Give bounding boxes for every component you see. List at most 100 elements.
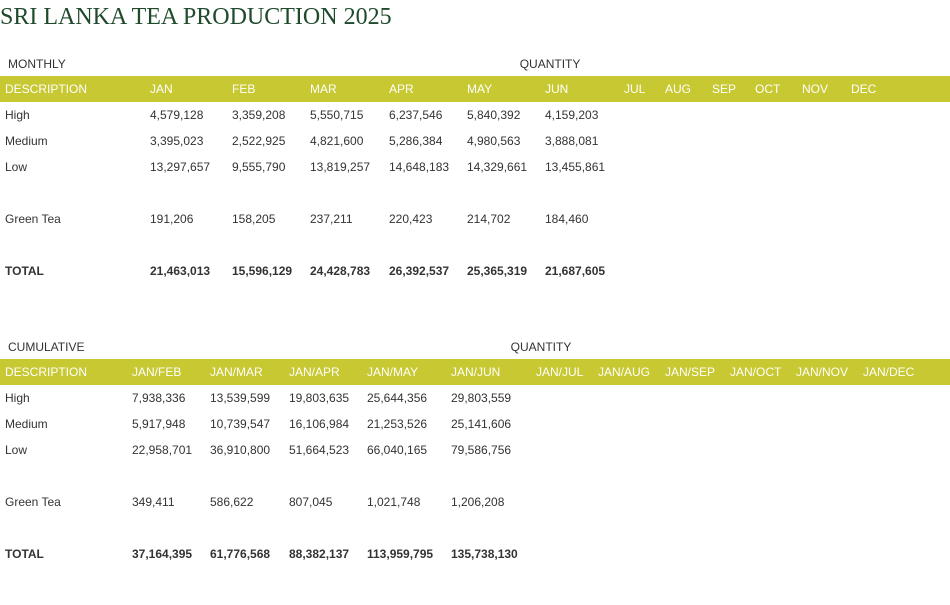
value-cell	[619, 206, 660, 232]
monthly-header-cell: MAY	[462, 76, 540, 102]
value-cell	[791, 437, 858, 463]
monthly-header-cell: JUN	[540, 76, 619, 102]
value-cell: 5,840,392	[467, 108, 521, 122]
cumulative-table: CUMULATIVE QUANTITY DESCRIPTION JAN/FEB …	[0, 335, 950, 567]
value-cell: 7,938,336	[132, 391, 186, 405]
value-cell: 19,803,635	[289, 391, 350, 405]
value-cell: 113,959,795	[367, 547, 434, 561]
value-cell: 349,411	[132, 495, 175, 509]
row-label: High	[5, 391, 30, 405]
value-cell	[593, 411, 660, 437]
value-cell	[660, 128, 707, 154]
value-cell	[531, 489, 593, 515]
value-cell	[707, 206, 750, 232]
value-cell	[797, 258, 846, 284]
empty-cells	[127, 463, 950, 489]
cumulative-row-medium: Medium 5,917,948 10,739,547 16,106,984 2…	[0, 411, 950, 437]
cumulative-row-total: TOTAL 37,164,395 61,776,568 88,382,137 1…	[0, 541, 950, 567]
cumulative-section: CUMULATIVE QUANTITY DESCRIPTION JAN/FEB …	[0, 335, 950, 567]
value-cell	[725, 541, 791, 567]
monthly-row-medium: Medium 3,395,023 2,522,925 4,821,600 5,2…	[0, 128, 950, 154]
value-cell: 214,702	[467, 212, 511, 226]
value-cell	[619, 128, 660, 154]
value-cell	[660, 258, 707, 284]
value-cell	[593, 385, 660, 411]
value-cell: 184,460	[545, 212, 589, 226]
row-label	[0, 515, 127, 541]
monthly-header-cell: FEB	[227, 76, 305, 102]
value-cell	[707, 128, 750, 154]
value-cell: 24,428,783	[310, 264, 371, 278]
value-cell	[846, 154, 950, 180]
value-cell	[791, 411, 858, 437]
value-cell	[531, 385, 593, 411]
monthly-spacer-row	[0, 180, 950, 206]
monthly-quantity-label: QUANTITY	[519, 57, 581, 71]
value-cell	[619, 154, 660, 180]
page-title: SRI LANKA TEA PRODUCTION 2025	[0, 4, 392, 30]
value-cell	[531, 411, 593, 437]
monthly-row-high: High 4,579,128 3,359,208 5,550,715 6,237…	[0, 102, 950, 128]
monthly-header-cell: MAR	[305, 76, 384, 102]
value-cell: 5,917,948	[132, 417, 186, 431]
value-cell	[593, 437, 660, 463]
value-cell	[750, 154, 797, 180]
empty-cells	[145, 232, 950, 258]
value-cell: 1,021,748	[367, 495, 421, 509]
value-cell: 26,392,537	[389, 264, 450, 278]
value-cell	[846, 206, 950, 232]
monthly-header-cell: OCT	[750, 76, 797, 102]
value-cell: 10,739,547	[210, 417, 271, 431]
value-cell: 13,455,861	[545, 160, 606, 174]
value-cell	[858, 385, 950, 411]
cumulative-header-cell: JAN/JUL	[531, 359, 593, 385]
value-cell	[797, 128, 846, 154]
value-cell	[725, 411, 791, 437]
value-cell: 51,664,523	[289, 443, 350, 457]
empty-cells	[127, 515, 950, 541]
cumulative-header-row: DESCRIPTION JAN/FEB JAN/MAR JAN/APR JAN/…	[0, 359, 950, 385]
monthly-header-cell: AUG	[660, 76, 707, 102]
value-cell	[797, 102, 846, 128]
monthly-row-low: Low 13,297,657 9,555,790 13,819,257 14,6…	[0, 154, 950, 180]
cumulative-header-cell: JAN/MAY	[362, 359, 446, 385]
value-cell: 586,622	[210, 495, 254, 509]
row-label: Medium	[5, 134, 48, 148]
value-cell: 4,980,563	[467, 134, 521, 148]
value-cell: 5,286,384	[389, 134, 443, 148]
value-cell: 3,359,208	[232, 108, 286, 122]
value-cell: 15,596,129	[232, 264, 293, 278]
cumulative-caption: CUMULATIVE	[8, 340, 85, 354]
value-cell	[725, 385, 791, 411]
row-label: TOTAL	[5, 264, 44, 278]
value-cell: 25,141,606	[451, 417, 512, 431]
value-cell	[660, 437, 725, 463]
value-cell	[858, 411, 950, 437]
value-cell	[750, 102, 797, 128]
value-cell	[660, 102, 707, 128]
value-cell: 13,297,657	[150, 160, 211, 174]
value-cell	[660, 411, 725, 437]
value-cell	[791, 385, 858, 411]
monthly-table: MONTHLY QUANTITY DESCRIPTION JAN FEB MAR…	[0, 52, 950, 284]
monthly-header-cell: JUL	[619, 76, 660, 102]
value-cell	[725, 489, 791, 515]
monthly-row-total: TOTAL 21,463,013 15,596,129 24,428,783 2…	[0, 258, 950, 284]
value-cell	[725, 437, 791, 463]
value-cell	[531, 541, 593, 567]
value-cell: 66,040,165	[367, 443, 428, 457]
monthly-row-green-tea: Green Tea 191,206 158,205 237,211 220,42…	[0, 206, 950, 232]
value-cell	[858, 541, 950, 567]
cumulative-spacer-row	[0, 515, 950, 541]
empty-cells	[145, 180, 950, 206]
cumulative-header-cell: JAN/JUN	[446, 359, 531, 385]
value-cell: 807,045	[289, 495, 333, 509]
cumulative-header-cell: JAN/DEC	[858, 359, 950, 385]
cumulative-header-cell: JAN/NOV	[791, 359, 858, 385]
value-cell	[791, 489, 858, 515]
value-cell	[660, 154, 707, 180]
cumulative-row-green-tea: Green Tea 349,411 586,622 807,045 1,021,…	[0, 489, 950, 515]
value-cell	[750, 128, 797, 154]
value-cell	[531, 437, 593, 463]
value-cell: 220,423	[389, 212, 433, 226]
